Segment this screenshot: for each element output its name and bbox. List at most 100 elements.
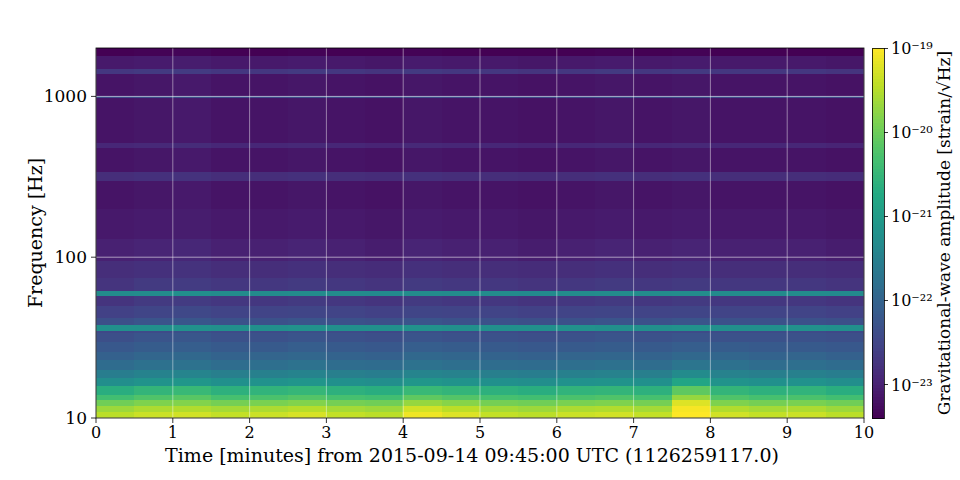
heatmap-cell xyxy=(710,261,749,278)
heatmap-cell xyxy=(403,55,442,68)
heatmap-cell xyxy=(634,385,673,395)
heatmap-cell xyxy=(595,370,634,378)
heatmap-cell xyxy=(672,385,711,395)
heatmap-cell xyxy=(518,318,557,326)
heatmap-cell xyxy=(595,277,634,291)
heatmap-cell xyxy=(288,333,327,342)
heatmap-cell xyxy=(518,295,557,306)
heatmap-cell xyxy=(134,73,173,96)
heatmap-cell xyxy=(672,370,711,378)
heatmap-cell xyxy=(710,73,749,96)
y-tick-label: 10 xyxy=(65,408,87,428)
heatmap-cell xyxy=(96,318,135,326)
heatmap-cell xyxy=(826,377,864,386)
heatmap-cell xyxy=(96,172,135,181)
heatmap-cell xyxy=(749,318,788,326)
colorbar-swatch xyxy=(872,156,884,160)
colorbar-swatch xyxy=(872,224,884,228)
heatmap-cell xyxy=(326,395,365,401)
heatmap-cell xyxy=(672,180,711,209)
heatmap-cell xyxy=(365,55,404,68)
heatmap-cell xyxy=(826,325,864,331)
heatmap-cell xyxy=(634,377,673,386)
heatmap-cell xyxy=(442,405,481,412)
heatmap-cell xyxy=(134,377,173,386)
heatmap-cell xyxy=(634,400,673,406)
heatmap-cell xyxy=(480,400,519,406)
heatmap-cell xyxy=(634,98,673,105)
heatmap-cell xyxy=(826,98,864,105)
heatmap-cell xyxy=(826,295,864,306)
heatmap-cell xyxy=(211,370,250,378)
heatmap-cell xyxy=(326,277,365,291)
colorbar-swatch xyxy=(872,137,884,141)
heatmap-cell xyxy=(826,148,864,173)
heatmap-cell xyxy=(672,48,711,56)
x-tick-label: 9 xyxy=(782,423,792,442)
colorbar-swatch xyxy=(872,190,884,194)
heatmap-cell xyxy=(787,55,826,68)
colorbar-swatch xyxy=(872,412,884,416)
heatmap-cell xyxy=(672,405,711,412)
heatmap-cell xyxy=(480,55,519,68)
heatmap-cell xyxy=(250,148,289,173)
heatmap-cell xyxy=(634,73,673,96)
colorbar-swatch xyxy=(872,341,884,345)
heatmap-cell xyxy=(326,142,365,148)
heatmap-cell xyxy=(518,385,557,395)
heatmap-cell xyxy=(288,73,327,96)
colorbar-swatch xyxy=(872,378,884,382)
heatmap-cell xyxy=(710,405,749,412)
colorbar-tick-label: 10⁻¹⁹ xyxy=(891,39,933,58)
colorbar-swatch xyxy=(872,372,884,376)
heatmap-cell xyxy=(326,98,365,105)
heatmap-cell xyxy=(634,411,673,418)
heatmap-cell xyxy=(442,172,481,181)
heatmap-cell xyxy=(634,209,673,240)
heatmap-cell xyxy=(96,48,135,56)
colorbar-swatch xyxy=(872,279,884,283)
colorbar-swatch xyxy=(872,366,884,370)
colorbar-swatch xyxy=(872,270,884,274)
heatmap-cell xyxy=(749,385,788,395)
heatmap-cell xyxy=(173,400,212,406)
colorbar-swatch xyxy=(872,356,884,360)
heatmap-cell xyxy=(326,385,365,395)
colorbar-swatch xyxy=(872,316,884,320)
heatmap-cell xyxy=(173,48,212,56)
heatmap-cell xyxy=(442,291,481,296)
heatmap-cell xyxy=(710,180,749,209)
heatmap-cell xyxy=(442,209,481,240)
heatmap-cell xyxy=(557,400,596,406)
heatmap-cell xyxy=(96,73,135,96)
heatmap-cell xyxy=(557,180,596,209)
colorbar-swatch xyxy=(872,396,884,400)
heatmap-cell xyxy=(557,295,596,306)
heatmap-cell xyxy=(826,68,864,73)
heatmap-cell xyxy=(134,385,173,395)
colorbar-swatch xyxy=(872,107,884,111)
y-axis-label: Frequency [Hz] xyxy=(24,158,46,308)
heatmap-cell xyxy=(634,370,673,378)
heatmap-cell xyxy=(710,306,749,319)
heatmap-cell xyxy=(442,333,481,342)
heatmap-cell xyxy=(518,104,557,143)
heatmap-cell xyxy=(710,370,749,378)
colorbar-swatch xyxy=(872,359,884,363)
heatmap-cell xyxy=(288,104,327,143)
heatmap-cell xyxy=(403,400,442,406)
heatmap-cell xyxy=(250,333,289,342)
heatmap-cell xyxy=(134,351,173,360)
heatmap-cell xyxy=(595,325,634,331)
chart: 012345678910101001000Time [minutes] from… xyxy=(0,0,960,480)
heatmap-cell xyxy=(595,377,634,386)
heatmap-cell xyxy=(173,395,212,401)
heatmap-cell xyxy=(672,148,711,173)
heatmap-cell xyxy=(749,209,788,240)
heatmap-cell xyxy=(403,341,442,352)
heatmap-cell xyxy=(250,261,289,278)
heatmap-cell xyxy=(672,325,711,331)
heatmap-cell xyxy=(480,239,519,262)
heatmap-cell xyxy=(403,295,442,306)
heatmap-cell xyxy=(518,325,557,331)
